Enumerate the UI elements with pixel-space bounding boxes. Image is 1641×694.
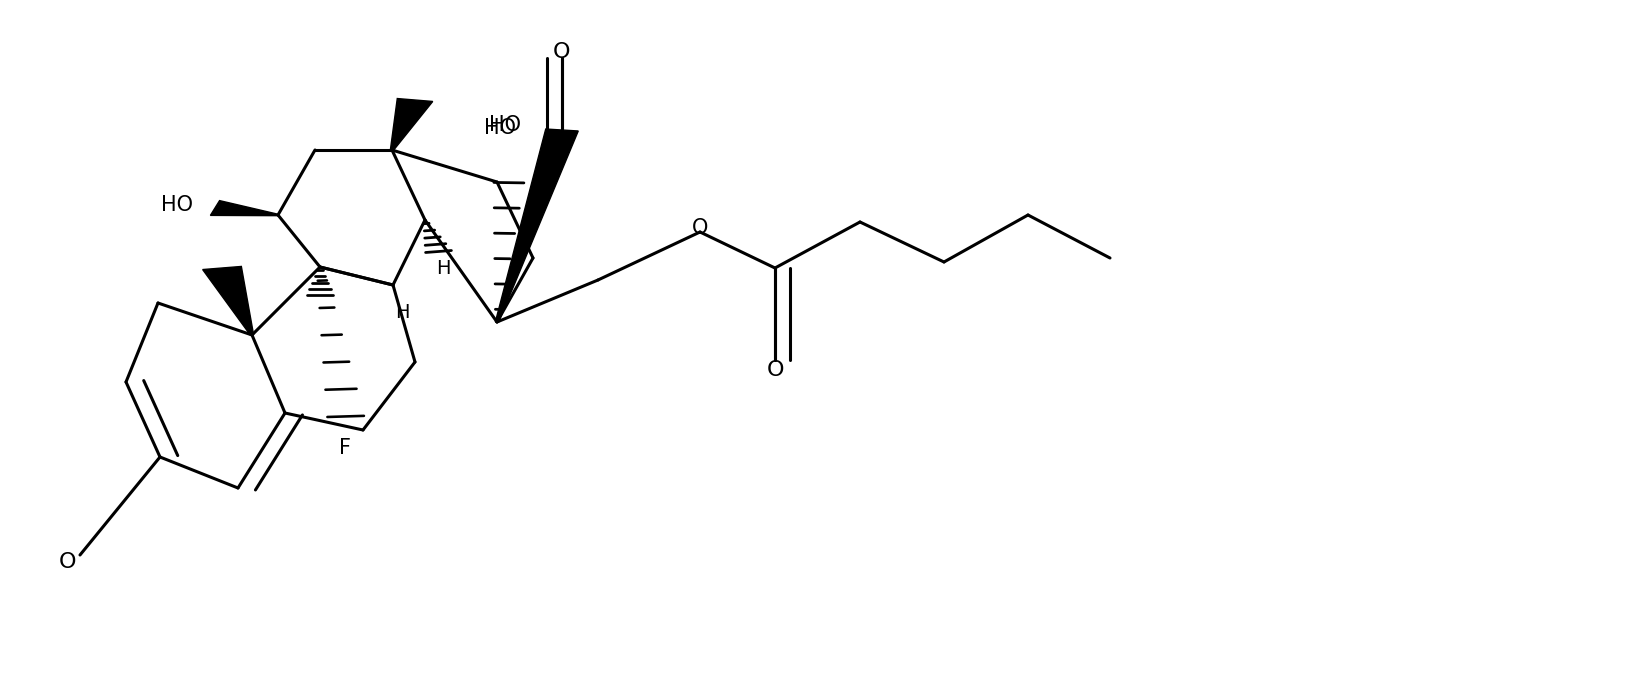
Text: HO: HO xyxy=(489,115,520,135)
Text: H: H xyxy=(395,303,409,321)
Text: O: O xyxy=(59,552,77,572)
Text: O: O xyxy=(766,360,784,380)
Text: H: H xyxy=(437,258,450,278)
Polygon shape xyxy=(202,266,254,335)
Text: HO: HO xyxy=(161,195,194,215)
Text: HO: HO xyxy=(484,118,515,138)
Text: O: O xyxy=(693,218,709,238)
Polygon shape xyxy=(391,99,433,150)
Polygon shape xyxy=(210,201,279,216)
Text: F: F xyxy=(340,438,351,458)
Polygon shape xyxy=(496,129,578,322)
Text: O: O xyxy=(553,42,571,62)
